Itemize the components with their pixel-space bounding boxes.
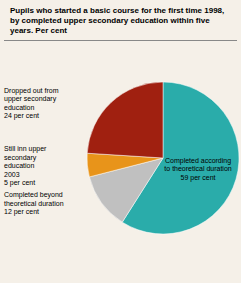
svg-text:Dropped out fromupper secondar: Dropped out fromupper secondaryeducation…	[8, 86, 59, 120]
html-text:Pupils who started a basic cou: Pupils who started a basic course for th…	[10, 6, 225, 35]
svg-text:Completed beyondtheoretical du: Completed beyondtheoretical duration12 p…	[8, 191, 64, 216]
svg-text:Completed accordingto theoreti: Completed accordingto theoretical durati…	[164, 156, 231, 181]
svg-text:Still inn uppersecondaryeducat: Still inn uppersecondaryeducation20035 p…	[8, 145, 47, 187]
